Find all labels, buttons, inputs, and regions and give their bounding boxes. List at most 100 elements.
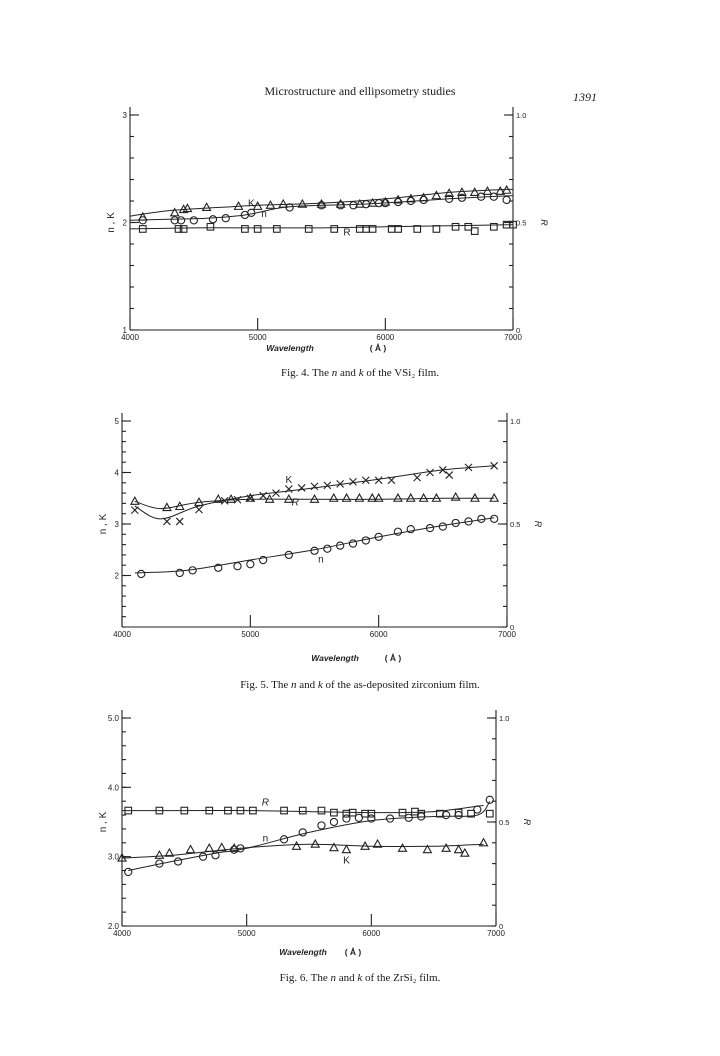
series-curve bbox=[129, 195, 514, 221]
data-point bbox=[161, 502, 172, 512]
data-point bbox=[279, 835, 289, 844]
series-label: R bbox=[292, 497, 299, 508]
y-tick-label: 5 bbox=[115, 417, 120, 426]
data-point bbox=[226, 493, 237, 503]
x-axis-unit: ( Å ) bbox=[385, 653, 402, 663]
data-point bbox=[454, 810, 463, 820]
x-tick-label: 5000 bbox=[249, 333, 267, 342]
series-R: R bbox=[129, 220, 517, 238]
data-point bbox=[444, 188, 455, 198]
data-point bbox=[137, 569, 146, 579]
data-point bbox=[336, 201, 345, 210]
data-point bbox=[431, 190, 442, 200]
series-label: K bbox=[285, 475, 292, 486]
data-point bbox=[317, 821, 326, 830]
data-point bbox=[489, 492, 500, 502]
figure-5-chart: 4000 5000 6000 7000 2 3 4 5 0 0.5 1.0 n , K R Wavelen… bbox=[98, 413, 543, 663]
data-point bbox=[124, 806, 133, 815]
data-point bbox=[206, 222, 215, 231]
y-tick-label: 4 bbox=[115, 469, 120, 478]
data-point bbox=[450, 491, 461, 501]
data-point bbox=[374, 476, 383, 485]
y2-tick-label: 1.0 bbox=[499, 714, 509, 723]
data-point bbox=[174, 501, 185, 511]
data-point bbox=[464, 222, 473, 231]
data-point bbox=[204, 843, 215, 852]
x-tick-label: 6000 bbox=[376, 333, 394, 342]
data-point bbox=[355, 225, 364, 233]
data-point bbox=[438, 466, 447, 474]
data-point bbox=[367, 197, 378, 207]
data-point bbox=[211, 851, 220, 860]
data-point bbox=[155, 806, 164, 815]
y-tick-label: 4.0 bbox=[108, 783, 120, 792]
data-point bbox=[342, 814, 351, 823]
data-point bbox=[485, 809, 494, 818]
data-point bbox=[445, 471, 454, 479]
data-point bbox=[418, 492, 429, 502]
data-point bbox=[304, 225, 313, 233]
data-point bbox=[419, 195, 428, 205]
x-tick-label: 5000 bbox=[241, 630, 259, 639]
data-point bbox=[485, 795, 494, 804]
data-point bbox=[361, 476, 370, 485]
data-point bbox=[241, 225, 249, 233]
data-point bbox=[417, 812, 426, 821]
data-point bbox=[456, 187, 467, 196]
data-point bbox=[264, 493, 275, 503]
data-point bbox=[367, 809, 376, 818]
data-point bbox=[405, 492, 416, 502]
series-n: n bbox=[124, 795, 494, 877]
data-point bbox=[469, 187, 480, 196]
series-label: R bbox=[262, 797, 269, 808]
series-label: K bbox=[343, 856, 350, 867]
series-curve bbox=[129, 188, 514, 217]
y2-tick-label: 0 bbox=[499, 922, 503, 931]
data-point bbox=[367, 492, 378, 502]
series-curve bbox=[122, 804, 484, 814]
data-point bbox=[298, 806, 307, 815]
data-point bbox=[451, 222, 460, 231]
data-point bbox=[284, 485, 293, 493]
y2-tick-label: 0.5 bbox=[516, 219, 526, 228]
data-point bbox=[291, 840, 302, 850]
y2-tick-label: 0.5 bbox=[510, 520, 520, 529]
data-point bbox=[422, 844, 433, 854]
data-point bbox=[495, 185, 506, 195]
series-n: n bbox=[129, 192, 514, 225]
data-point bbox=[175, 568, 184, 578]
data-point bbox=[328, 842, 339, 852]
series-K: K bbox=[130, 461, 499, 526]
data-point bbox=[489, 192, 498, 201]
data-point bbox=[130, 506, 139, 514]
data-point bbox=[380, 196, 391, 206]
data-point bbox=[467, 809, 475, 818]
data-point bbox=[335, 198, 346, 208]
data-point bbox=[283, 493, 294, 503]
data-point bbox=[413, 225, 422, 233]
data-point bbox=[323, 544, 332, 553]
running-title: Microstructure and ellipsometry studies bbox=[264, 84, 456, 98]
data-point bbox=[425, 523, 435, 533]
page-number: 1391 bbox=[573, 90, 597, 104]
series-label: n bbox=[261, 209, 267, 220]
data-point bbox=[259, 491, 268, 500]
y2-axis-label: R bbox=[533, 521, 543, 528]
data-point bbox=[451, 518, 460, 528]
data-point bbox=[185, 844, 196, 854]
data-point bbox=[328, 492, 339, 502]
data-point bbox=[478, 837, 489, 847]
data-point bbox=[117, 852, 127, 862]
data-point bbox=[310, 546, 319, 555]
data-point bbox=[482, 185, 493, 195]
data-point bbox=[336, 541, 345, 550]
data-point bbox=[214, 563, 223, 572]
data-point bbox=[310, 838, 321, 848]
y2-tick-label: 1.0 bbox=[510, 417, 520, 426]
series-curve bbox=[134, 497, 495, 510]
data-point bbox=[476, 192, 486, 201]
data-point bbox=[394, 225, 402, 233]
x-tick-label: 4000 bbox=[113, 929, 131, 938]
x-axis-label: Wavelength bbox=[266, 343, 314, 353]
series-curve bbox=[129, 224, 514, 230]
